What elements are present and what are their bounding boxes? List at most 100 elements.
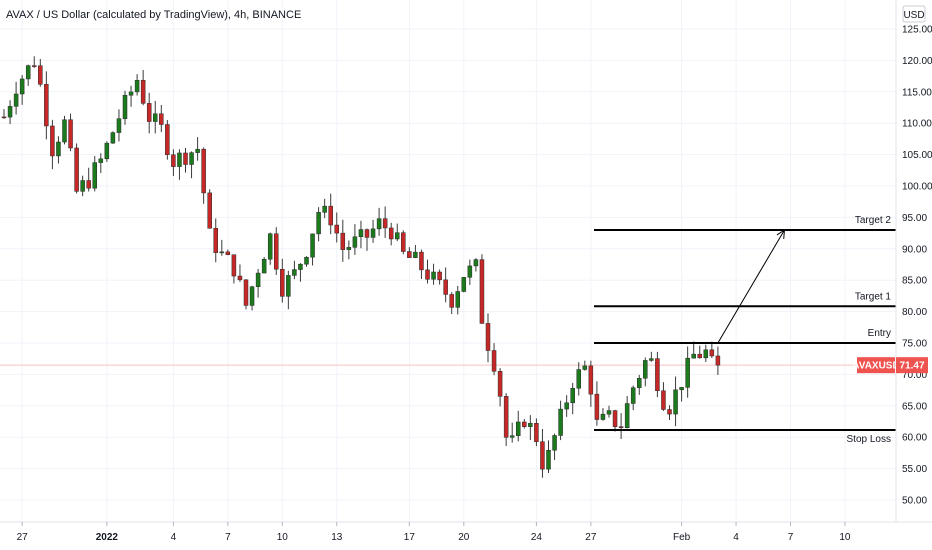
candle-body[interactable] (304, 256, 309, 265)
currency-button[interactable]: USD (902, 5, 926, 23)
candle-body[interactable] (612, 410, 618, 427)
candle-body[interactable] (594, 393, 600, 420)
candle-body[interactable] (618, 426, 624, 428)
candle-body[interactable] (280, 268, 285, 297)
candle-body[interactable] (443, 279, 448, 295)
candle-body[interactable] (110, 132, 116, 144)
candle-body[interactable] (171, 154, 176, 167)
candle-body[interactable] (122, 94, 128, 119)
candle-body[interactable] (630, 387, 636, 404)
candle-body[interactable] (522, 421, 527, 427)
candle-body[interactable] (437, 271, 442, 281)
candle-body[interactable] (667, 409, 672, 415)
candle-body[interactable] (673, 389, 678, 415)
candle-body[interactable] (237, 275, 243, 281)
candle-body[interactable] (286, 275, 291, 297)
candle-body[interactable] (419, 251, 424, 271)
candle-body[interactable] (116, 118, 122, 133)
candles[interactable] (1, 56, 721, 478)
candle-body[interactable] (425, 269, 430, 280)
candle-body[interactable] (44, 84, 49, 127)
candle-body[interactable] (213, 228, 218, 253)
candle-body[interactable] (685, 357, 690, 388)
candle-body[interactable] (189, 152, 194, 165)
candle-body[interactable] (352, 236, 358, 248)
candle-body[interactable] (540, 441, 545, 470)
candle-body[interactable] (395, 232, 400, 240)
candle-body[interactable] (128, 91, 134, 96)
candle-body[interactable] (679, 387, 684, 391)
candle-body[interactable] (709, 349, 715, 357)
candle-body[interactable] (292, 269, 297, 276)
candle-body[interactable] (7, 106, 13, 118)
candle-body[interactable] (322, 205, 327, 213)
candle-body[interactable] (183, 152, 188, 165)
candle-body[interactable] (588, 365, 594, 395)
candle-body[interactable] (655, 358, 660, 391)
candle-body[interactable] (19, 78, 25, 95)
candle-body[interactable] (358, 229, 364, 237)
candle-body[interactable] (600, 413, 606, 420)
candle-body[interactable] (104, 142, 110, 160)
candle-body[interactable] (697, 353, 702, 359)
candle-body[interactable] (364, 229, 370, 238)
candle-body[interactable] (570, 387, 575, 404)
candle-body[interactable] (376, 218, 382, 230)
candle-body[interactable] (195, 148, 200, 153)
candle-body[interactable] (177, 152, 182, 167)
candle-body[interactable] (261, 258, 267, 274)
candle-body[interactable] (534, 423, 539, 442)
candle-body[interactable] (346, 247, 352, 250)
candle-body[interactable] (576, 369, 581, 389)
candle-body[interactable] (467, 265, 473, 278)
candle-body[interactable] (388, 227, 394, 240)
candle-body[interactable] (334, 224, 339, 234)
candle-body[interactable] (32, 65, 37, 67)
candle-body[interactable] (473, 259, 479, 267)
candle-body[interactable] (267, 233, 273, 260)
candle-body[interactable] (509, 435, 515, 438)
candle-body[interactable] (86, 180, 91, 189)
candle-body[interactable] (546, 449, 551, 470)
candle-body[interactable] (558, 408, 563, 436)
candle-body[interactable] (13, 93, 19, 107)
candle-body[interactable] (201, 148, 206, 194)
candle-body[interactable] (310, 233, 315, 258)
candle-body[interactable] (491, 350, 497, 372)
candle-body[interactable] (606, 410, 612, 415)
candle-body[interactable] (528, 423, 533, 427)
candle-body[interactable] (401, 232, 406, 252)
candle-body[interactable] (564, 402, 569, 410)
candle-body[interactable] (715, 355, 721, 366)
candle-body[interactable] (703, 349, 709, 359)
candle-body[interactable] (497, 371, 503, 397)
candle-body[interactable] (153, 113, 158, 122)
candle-body[interactable] (62, 119, 67, 143)
candle-body[interactable] (74, 147, 79, 192)
candle-body[interactable] (431, 271, 436, 280)
candle-body[interactable] (249, 286, 255, 306)
candle-body[interactable] (449, 294, 454, 308)
candle-body[interactable] (80, 180, 85, 192)
price-scale-panel[interactable] (896, 0, 932, 522)
candle-body[interactable] (649, 358, 654, 361)
candle-body[interactable] (274, 233, 279, 270)
candle-body[interactable] (231, 254, 237, 277)
candle-body[interactable] (582, 365, 588, 370)
candle-body[interactable] (92, 162, 97, 189)
candle-body[interactable] (455, 291, 460, 308)
candle-body[interactable] (159, 113, 164, 125)
candle-body[interactable] (503, 396, 509, 438)
candle-body[interactable] (637, 377, 642, 388)
candle-body[interactable] (316, 212, 321, 235)
candle-body[interactable] (219, 251, 225, 254)
candle-body[interactable] (328, 205, 333, 226)
candle-body[interactable] (68, 119, 73, 149)
candle-body[interactable] (38, 65, 43, 85)
candle-body[interactable] (25, 65, 31, 80)
candle-body[interactable] (146, 103, 152, 122)
candle-body[interactable] (98, 158, 104, 163)
candle-body[interactable] (298, 263, 303, 270)
candle-body[interactable] (479, 259, 485, 324)
candle-body[interactable] (413, 251, 418, 258)
